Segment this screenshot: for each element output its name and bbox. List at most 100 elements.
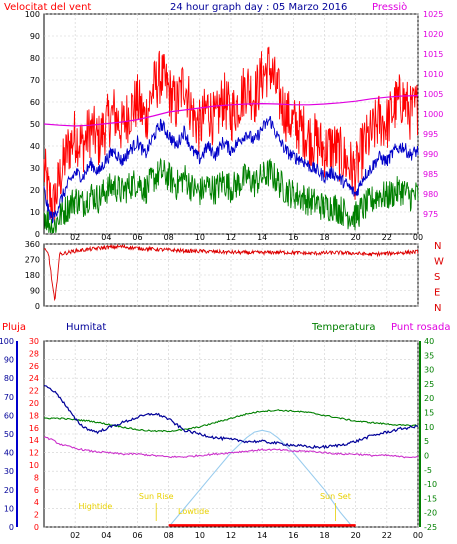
temp-time-tick-label: 12 bbox=[226, 531, 236, 540]
humidity-tick-label: 60 bbox=[4, 411, 14, 420]
temperature-tick-label: 35 bbox=[424, 351, 434, 360]
temp-time-tick-label: 04 bbox=[101, 531, 111, 540]
wind-time-tick-label: 20 bbox=[351, 233, 361, 242]
wind-speed-tick-label: 100 bbox=[25, 10, 40, 19]
humidity-tick-label: 70 bbox=[4, 393, 14, 402]
direction-degree-axis: 0 90 180 270 360 bbox=[25, 240, 40, 311]
temperature-line bbox=[43, 409, 419, 433]
wind-speed-tick-label: 40 bbox=[30, 142, 40, 151]
dewpoint-title: Punt rosada bbox=[391, 322, 450, 333]
direction-degree-tick-label: 360 bbox=[25, 240, 40, 249]
wind-speed-title: Velocitat del vent bbox=[4, 2, 91, 13]
humidity-tick-label: 80 bbox=[4, 374, 14, 383]
wind-time-tick-label: 02 bbox=[70, 233, 80, 242]
temperature-tick-label: -10 bbox=[424, 480, 437, 489]
direction-degree-tick-label: 180 bbox=[25, 271, 40, 280]
hightide-label: Hightide bbox=[79, 502, 113, 511]
temperature-tick-label: 20 bbox=[424, 394, 434, 403]
wind-speed-tick-label: 90 bbox=[30, 32, 40, 41]
rain-tick-label: 4 bbox=[34, 498, 39, 507]
rain-tick-label: 20 bbox=[29, 399, 39, 408]
pressure-tick-label: 980 bbox=[423, 190, 438, 199]
temperature-tick-label: 30 bbox=[424, 366, 434, 375]
humidity-tick-label: 40 bbox=[4, 449, 14, 458]
rain-tick-label: 10 bbox=[29, 461, 39, 470]
rain-tick-label: 26 bbox=[29, 362, 39, 371]
rain-tick-label: 30 bbox=[29, 337, 39, 346]
pressure-axis: 975 980 985 990 995 1000 1005 1010 1015 1020 1025 bbox=[423, 10, 443, 219]
temp-time-axis: 02 04 06 08 10 12 14 16 18 20 22 00 bbox=[70, 531, 423, 540]
wind-time-tick-label: 08 bbox=[164, 233, 174, 242]
humidity-line bbox=[43, 385, 419, 450]
lowtide-label: Lowtide bbox=[178, 507, 209, 516]
pressure-tick-label: 985 bbox=[423, 170, 438, 179]
temperature-tick-label: -15 bbox=[424, 494, 437, 503]
wind-pressure-panel: Velocitat del vent 24 hour graph day : 0… bbox=[4, 1, 443, 242]
temperature-axis: -25 -20 -15 -10 -5 0 5 10 15 20 25 30 35 40 bbox=[424, 337, 437, 532]
pressure-tick-label: 1020 bbox=[423, 30, 443, 39]
humidity-tick-label: 30 bbox=[4, 467, 14, 476]
humidity-tick-label: 50 bbox=[4, 430, 14, 439]
pressure-tick-label: 990 bbox=[423, 150, 438, 159]
rain-tick-label: 2 bbox=[34, 511, 39, 520]
wind-speed-tick-label: 10 bbox=[30, 208, 40, 217]
humidity-tick-label: 90 bbox=[4, 356, 14, 365]
temperature-tick-label: 40 bbox=[424, 337, 434, 346]
temp-time-tick-label: 02 bbox=[70, 531, 80, 540]
humidity-title: Humitat bbox=[66, 322, 106, 333]
wind-min-line bbox=[43, 157, 419, 234]
direction-compass-label: N bbox=[434, 303, 441, 314]
temp-time-tick-label: 10 bbox=[195, 531, 205, 540]
pressure-tick-label: 1010 bbox=[423, 70, 443, 79]
pressure-tick-label: 975 bbox=[423, 210, 438, 219]
wind-time-tick-label: 14 bbox=[257, 233, 267, 242]
direction-degree-tick-label: 0 bbox=[35, 302, 40, 311]
temperature-tick-label: 10 bbox=[424, 423, 434, 432]
sunset-label: Sun Set bbox=[320, 492, 351, 501]
wind-time-tick-label: 16 bbox=[288, 233, 298, 242]
pressure-tick-label: 1025 bbox=[423, 10, 443, 19]
sunrise-label: Sun Rise bbox=[139, 492, 174, 501]
wind-time-tick-label: 04 bbox=[101, 233, 111, 242]
pressure-title: Pressiò bbox=[372, 1, 407, 13]
temperature-tick-label: 0 bbox=[424, 451, 429, 460]
humidity-tick-label: 0 bbox=[9, 523, 14, 532]
wind-direction-line bbox=[43, 243, 419, 302]
pressure-line bbox=[43, 95, 419, 127]
rain-tick-label: 16 bbox=[29, 424, 39, 433]
wind-plot-grid bbox=[44, 13, 419, 235]
graph-date-title: 24 hour graph day : 05 Marzo 2016 bbox=[170, 2, 347, 13]
temp-time-tick-label: 18 bbox=[319, 531, 329, 540]
temp-time-tick-label: 14 bbox=[257, 531, 267, 540]
direction-compass-label: W bbox=[434, 257, 444, 268]
wind-time-tick-label: 06 bbox=[132, 233, 142, 242]
pressure-tick-label: 1005 bbox=[423, 90, 443, 99]
direction-compass-label: N bbox=[434, 241, 441, 252]
wind-time-tick-label: 10 bbox=[195, 233, 205, 242]
wind-speed-tick-label: 20 bbox=[30, 186, 40, 195]
direction-degree-tick-label: 90 bbox=[30, 287, 40, 296]
temp-humidity-panel: Pluja Humitat Temperatura Punt rosada 0 1… bbox=[0, 322, 450, 540]
rain-tick-label: 0 bbox=[34, 523, 39, 532]
humidity-tick-label: 100 bbox=[0, 337, 14, 346]
tide-sun-annotations: Hightide Sun Rise Lowtide Sun Set bbox=[79, 492, 351, 521]
humidity-axis: 0 10 20 30 40 50 60 70 80 90 100 bbox=[0, 337, 14, 532]
rain-tick-label: 22 bbox=[29, 387, 39, 396]
direction-series bbox=[43, 243, 419, 302]
direction-compass-label: S bbox=[434, 272, 440, 283]
wind-speed-tick-label: 30 bbox=[30, 164, 40, 173]
humidity-tick-label: 20 bbox=[4, 486, 14, 495]
temp-time-tick-label: 20 bbox=[351, 531, 361, 540]
wind-avg-line bbox=[43, 116, 419, 224]
wind-speed-tick-label: 60 bbox=[30, 98, 40, 107]
wind-series bbox=[43, 46, 419, 234]
wind-speed-tick-label: 50 bbox=[30, 120, 40, 129]
temperature-tick-label: -5 bbox=[424, 466, 432, 475]
temp-time-tick-label: 08 bbox=[164, 531, 174, 540]
wind-time-tick-label: 12 bbox=[226, 233, 236, 242]
temperature-tick-label: 15 bbox=[424, 409, 434, 418]
rain-tick-label: 18 bbox=[29, 411, 39, 420]
